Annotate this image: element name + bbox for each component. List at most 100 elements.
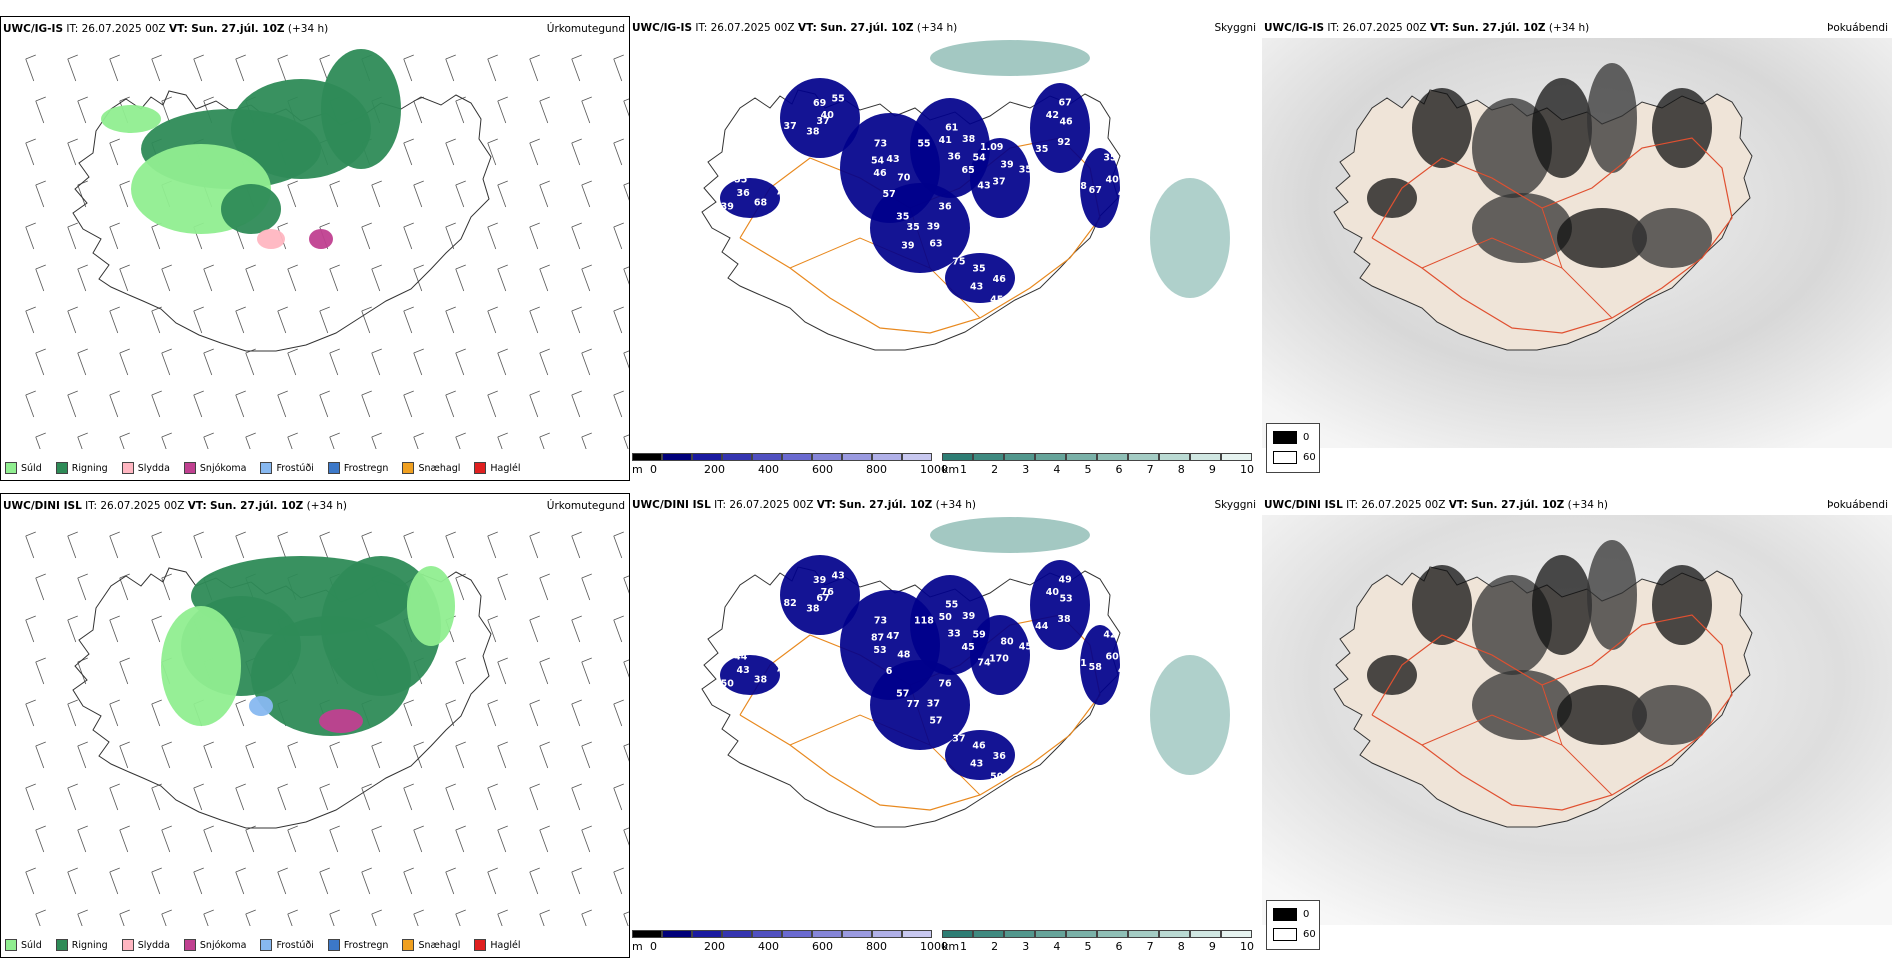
colorbar-segment bbox=[692, 930, 722, 938]
legend-swatch bbox=[5, 939, 17, 951]
colorbar-segment bbox=[1035, 453, 1066, 461]
legend-swatch bbox=[121, 462, 134, 474]
cloud-base-value: 65 bbox=[961, 165, 974, 176]
precip-areas bbox=[161, 556, 455, 736]
cloud-base-value: 92 bbox=[1057, 137, 1070, 148]
visibility-colorbar: km 1 2 3 4 5 6 7 8 9 10 bbox=[942, 930, 1254, 954]
colorbar-unit: km bbox=[942, 463, 960, 476]
cloud-base-value: 55 bbox=[917, 139, 930, 150]
cloud-base-value: 87 bbox=[871, 632, 884, 643]
fog-panel-row1: UWC/DINI ISL IT: 26.07.2025 00Z VT: Sun.… bbox=[1262, 493, 1892, 958]
cloud-base-value: 38 bbox=[754, 675, 768, 686]
colorbar-segment bbox=[1066, 453, 1097, 461]
cloud-base-value: 58 bbox=[1089, 662, 1103, 673]
colorbar-tick: 1000 bbox=[920, 463, 948, 476]
legend-item: Snjókoma bbox=[183, 462, 246, 474]
cloud-base-value: 54 bbox=[871, 155, 885, 166]
cloud-base-value: 39 bbox=[1000, 160, 1013, 171]
colorbar-tick: 600 bbox=[812, 463, 833, 476]
cloud-base-value: 36 bbox=[993, 751, 1007, 762]
colorbar-segment bbox=[872, 930, 902, 938]
legend-swatch bbox=[5, 462, 17, 474]
colorbar-unit: m bbox=[632, 463, 643, 476]
cloud-base-value: 35 bbox=[906, 222, 919, 233]
colorbar-unit: km bbox=[942, 940, 960, 953]
panel-title: UWC/IG-IS IT: 26.07.2025 00Z VT: Sun. 27… bbox=[3, 23, 329, 35]
cloud-base-value: 47 bbox=[886, 631, 899, 642]
legend-item: Súld bbox=[5, 462, 42, 474]
colorbar-tick: 200 bbox=[704, 463, 725, 476]
precip-map bbox=[25, 531, 629, 926]
legend-swatch bbox=[55, 939, 68, 951]
cloud-base-value: 39 bbox=[721, 201, 734, 212]
cloud-base-value: 54 bbox=[972, 153, 986, 164]
legend-swatch bbox=[327, 462, 340, 474]
colorbar-segment bbox=[1128, 453, 1159, 461]
colorbar-segment bbox=[692, 453, 722, 461]
legend-label: Slydda bbox=[137, 462, 170, 474]
legend-item: Rigning bbox=[55, 939, 108, 951]
legend-label: Snæhagl bbox=[418, 939, 461, 951]
fog-swatch-dark bbox=[1273, 431, 1297, 444]
cloud-base-value: 67 bbox=[1089, 185, 1102, 196]
fog-panel-row0: UWC/IG-IS IT: 26.07.2025 00Z VT: Sun. 27… bbox=[1262, 16, 1892, 481]
fog-areas bbox=[1367, 540, 1712, 745]
cloud-base-value: 36 bbox=[736, 188, 750, 199]
cloud-base-value: 70 bbox=[897, 173, 911, 184]
legend-swatch bbox=[260, 939, 273, 951]
cloud-base-value: 46 bbox=[1118, 188, 1132, 199]
legend-label: Snæhagl bbox=[418, 462, 461, 474]
colorbar-segment bbox=[902, 930, 932, 938]
colorbar-segment bbox=[1066, 930, 1097, 938]
colorbar-segment bbox=[1004, 930, 1035, 938]
cloud-base-value: 37 bbox=[784, 121, 797, 132]
colorbar-segment bbox=[722, 930, 752, 938]
cloud-base-value: 59 bbox=[972, 630, 985, 641]
fog-map bbox=[1262, 515, 1892, 925]
legend-item: Frostúði bbox=[260, 462, 314, 474]
cloud-base-value: 40 bbox=[821, 110, 835, 121]
cloud-base-value: 67 bbox=[816, 593, 829, 604]
cloud-base-value: 45 bbox=[961, 642, 974, 653]
colorbar-tick: 7 bbox=[1146, 463, 1154, 476]
cloud-base-value: 75 bbox=[952, 256, 965, 267]
legend-swatch bbox=[474, 462, 487, 474]
cloud-base-value: 35 bbox=[896, 211, 909, 222]
legend-label: Snjókoma bbox=[199, 939, 247, 951]
colorbar-segment bbox=[902, 453, 932, 461]
cloud-base-value: 46 bbox=[873, 168, 887, 179]
visibility-colorbar: km 1 2 3 4 5 6 7 8 9 10 bbox=[942, 453, 1254, 477]
cloud-base-areas bbox=[720, 78, 1120, 303]
legend-label: Frostúði bbox=[276, 462, 314, 474]
colorbar-segment bbox=[752, 453, 782, 461]
colorbar-tick: 8 bbox=[1177, 463, 1185, 476]
cloud-base-value: 76 bbox=[938, 679, 952, 690]
cloud-base-value: 69 bbox=[813, 98, 826, 109]
legend-label: Slydda bbox=[137, 939, 170, 951]
cloud-base-value: 40 bbox=[1046, 587, 1060, 598]
colorbar-tick: 800 bbox=[866, 463, 887, 476]
colorbar-segment bbox=[752, 930, 782, 938]
legend-swatch bbox=[183, 462, 196, 474]
cloud-base-areas bbox=[720, 555, 1120, 780]
cloud-base-value: 73 bbox=[874, 615, 887, 626]
colorbar-tick: 400 bbox=[758, 940, 779, 953]
panel-type-label: Skyggni bbox=[1214, 499, 1257, 511]
colorbar-segment bbox=[1190, 930, 1221, 938]
legend-item: Rigning bbox=[55, 462, 108, 474]
colorbar-segment bbox=[782, 453, 812, 461]
colorbar-tick: 6 bbox=[1115, 940, 1123, 953]
legend-item: Snæhagl bbox=[402, 462, 460, 474]
colorbar-segment bbox=[632, 930, 662, 938]
legend-label: Haglél bbox=[490, 462, 521, 474]
cloud-base-value: 43 bbox=[970, 282, 983, 293]
colorbar-segment bbox=[632, 453, 662, 461]
colorbar-tick: 10 bbox=[1240, 940, 1254, 953]
cloud-base-value: 43 bbox=[886, 154, 899, 165]
colorbar-segment bbox=[662, 453, 692, 461]
legend-label: Haglél bbox=[490, 939, 521, 951]
